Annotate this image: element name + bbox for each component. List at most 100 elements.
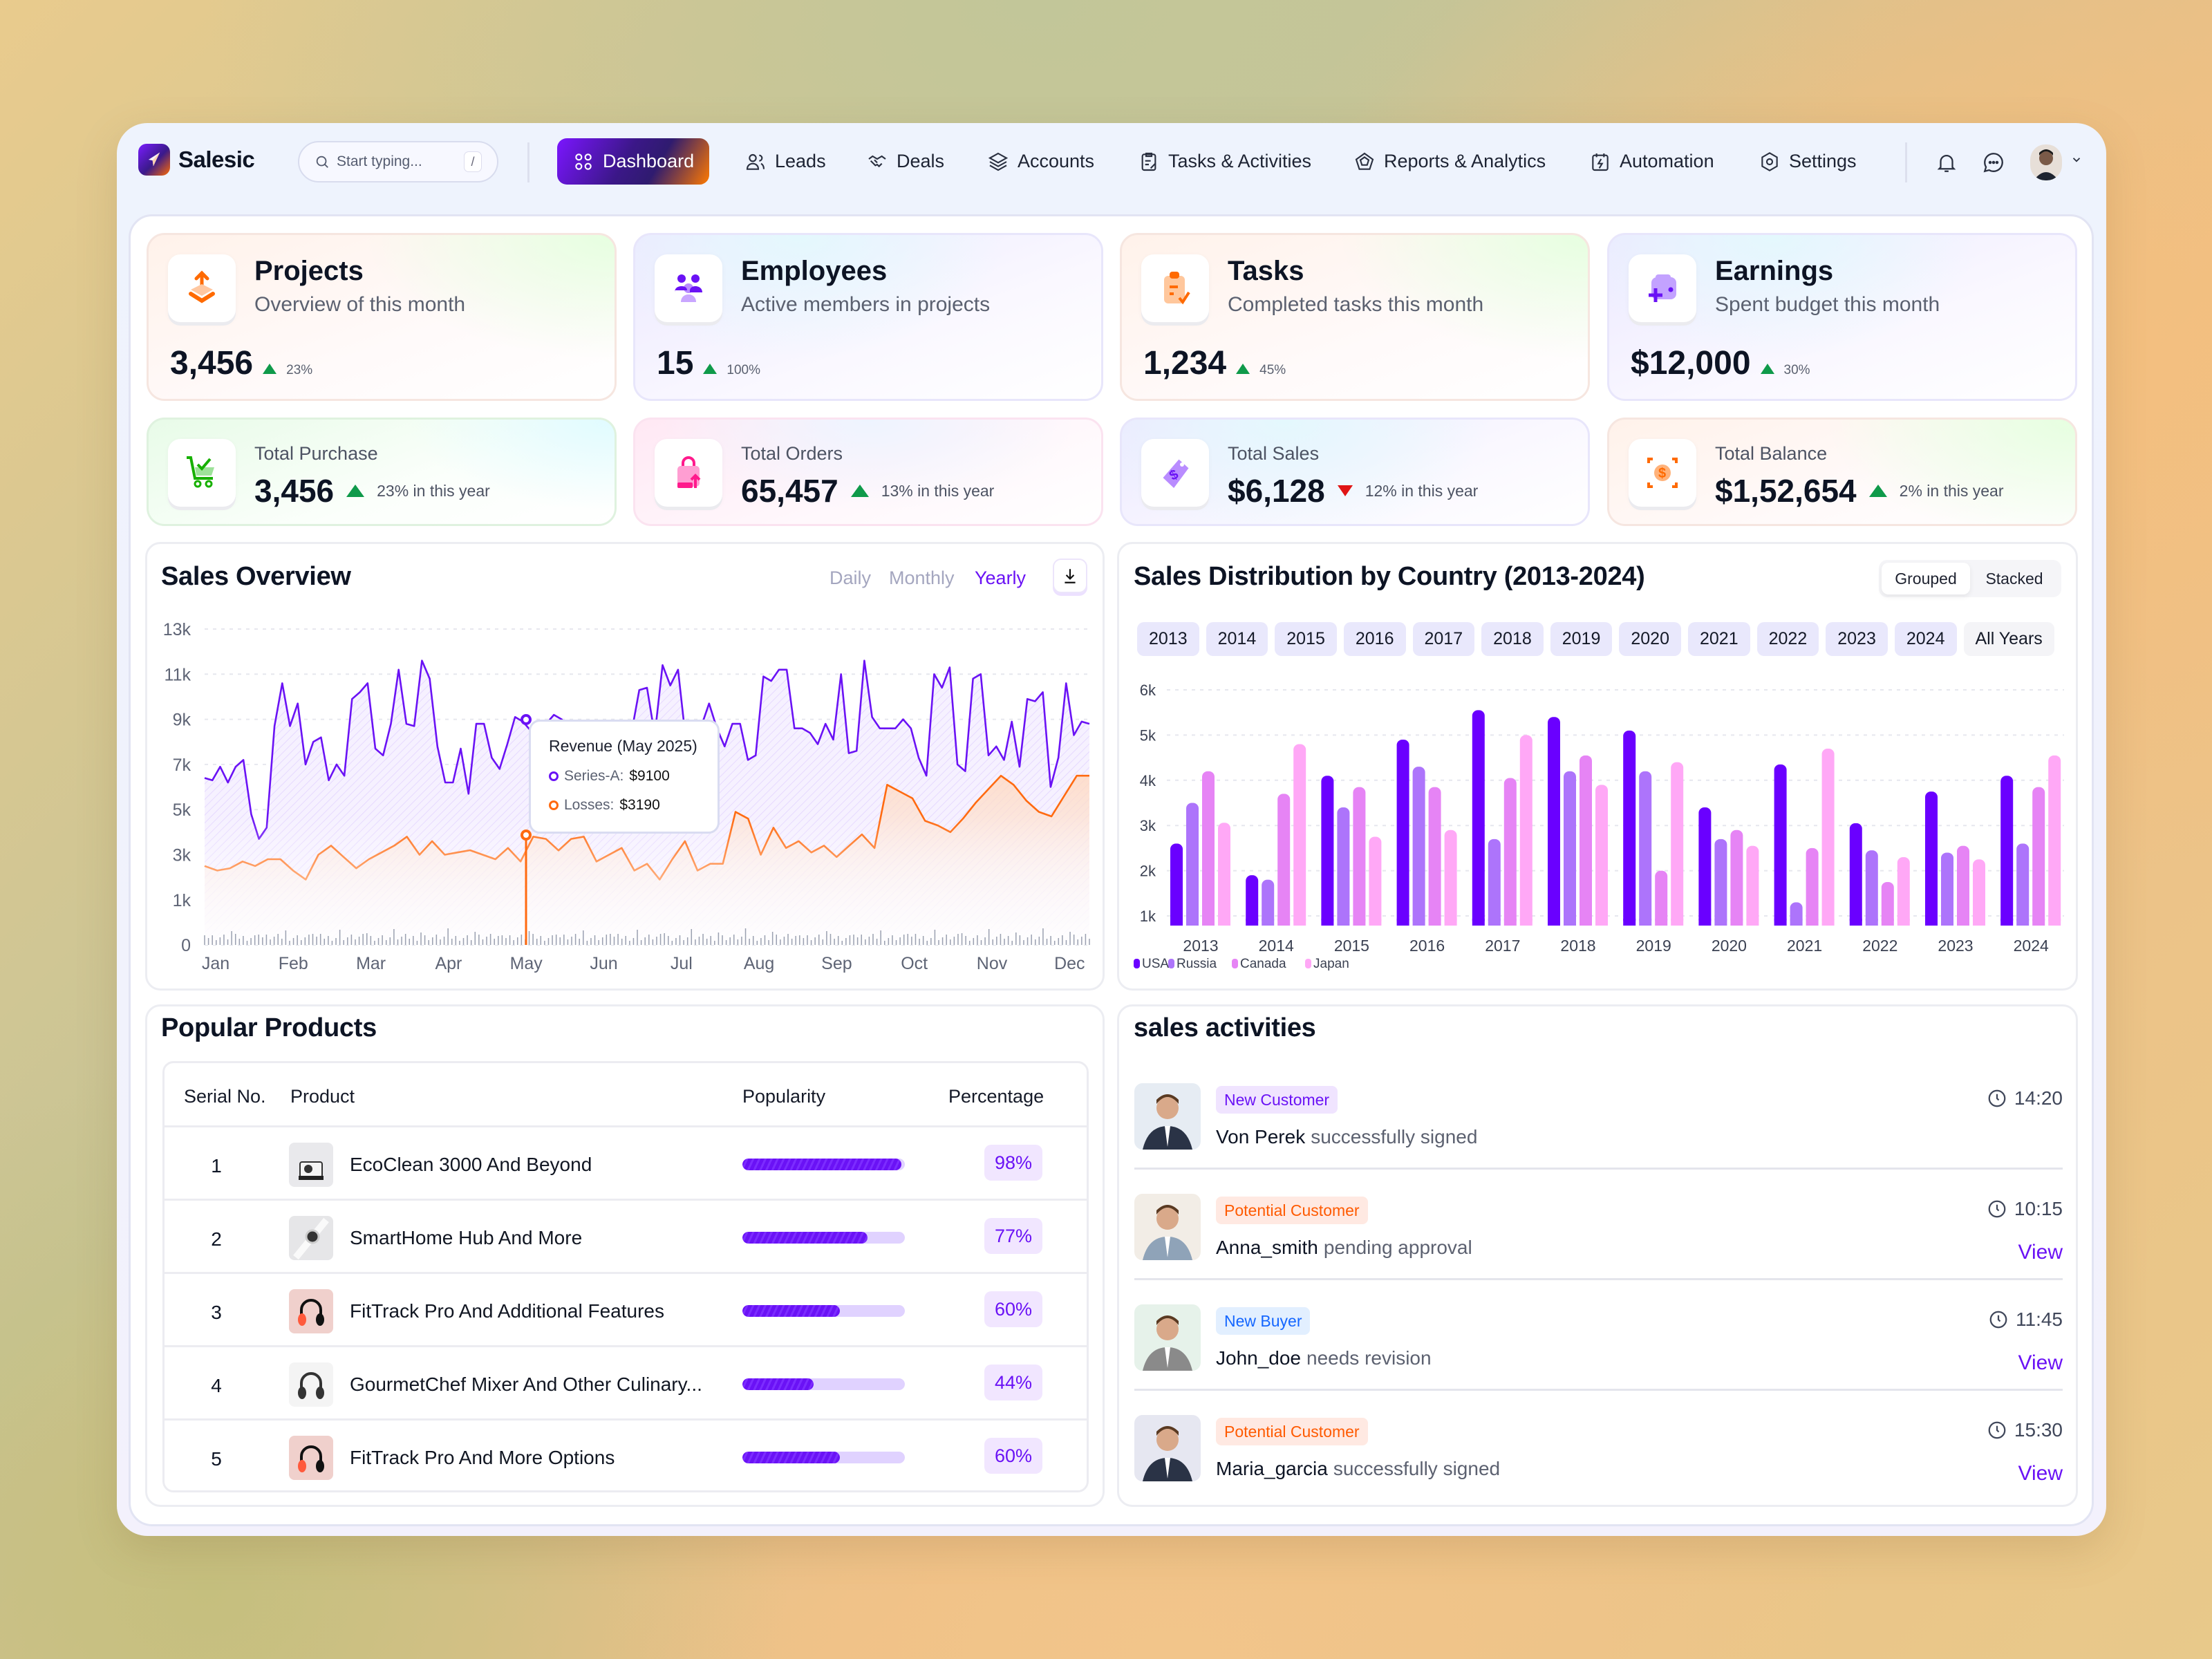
bar-canada-2021[interactable] [1806, 847, 1819, 926]
activity-user-name[interactable]: Anna_smith [1216, 1237, 1318, 1258]
bell-icon[interactable] [1933, 149, 1960, 176]
year-filter-2015[interactable]: 2015 [1275, 622, 1337, 656]
year-filter-2023[interactable]: 2023 [1826, 622, 1888, 656]
activity-user-name[interactable]: Maria_garcia [1216, 1458, 1328, 1479]
bar-canada-2019[interactable] [1655, 870, 1668, 926]
product-name[interactable]: GourmetChef Mixer And Other Culinary... [350, 1374, 702, 1395]
chat-icon[interactable] [1980, 149, 2007, 176]
stat-card-total-balance[interactable]: $ Total Balance $1,52,654 2% in this year [1607, 418, 2077, 526]
period-monthly[interactable]: Monthly [889, 568, 955, 588]
logo[interactable]: Salesic [138, 144, 255, 176]
bar-canada-2020[interactable] [1730, 830, 1743, 926]
bar-japan-2023[interactable] [1973, 859, 1985, 926]
table-row[interactable]: 2 SmartHome Hub And More 77% [165, 1199, 1087, 1273]
stat-card-total-sales[interactable]: $ Total Sales $6,128 12% in this year [1120, 418, 1590, 526]
year-filter-2022[interactable]: 2022 [1756, 622, 1819, 656]
year-filter-2016[interactable]: 2016 [1343, 622, 1406, 656]
chevron-down-icon[interactable] [2070, 153, 2083, 169]
nav-item-settings[interactable]: Settings [1743, 138, 1872, 185]
bar-usa-2021[interactable] [1774, 764, 1787, 926]
bar-russia-2015[interactable] [1337, 807, 1350, 926]
bar-japan-2022[interactable] [1897, 856, 1910, 926]
bar-usa-2022[interactable] [1849, 823, 1862, 926]
bar-canada-2013[interactable] [1202, 771, 1215, 926]
bar-usa-2019[interactable] [1623, 730, 1636, 926]
bar-canada-2015[interactable] [1353, 787, 1366, 926]
table-row[interactable]: 4 GourmetChef Mixer And Other Culinary...… [165, 1345, 1087, 1420]
bar-usa-2014[interactable] [1246, 875, 1259, 926]
year-filter-2013[interactable]: 2013 [1137, 622, 1199, 656]
bar-canada-2014[interactable] [1277, 794, 1291, 926]
search-input[interactable]: Start typing... / [298, 141, 498, 182]
product-name[interactable]: SmartHome Hub And More [350, 1227, 583, 1248]
bar-japan-2019[interactable] [1671, 762, 1684, 926]
bar-usa-2020[interactable] [1698, 807, 1712, 926]
bar-usa-2016[interactable] [1396, 739, 1409, 926]
mode-stacked-button[interactable]: Stacked [1985, 569, 2043, 588]
summary-card-tasks[interactable]: Tasks Completed tasks this month 1,234 45% [1120, 233, 1590, 401]
stat-card-total-orders[interactable]: Total Orders 65,457 13% in this year [633, 418, 1103, 526]
product-name[interactable]: FitTrack Pro And More Options [350, 1447, 615, 1468]
table-row[interactable]: 1 EcoClean 3000 And Beyond 98% [165, 1125, 1087, 1200]
year-filter-2024[interactable]: 2024 [1894, 622, 1957, 656]
bar-usa-2015[interactable] [1321, 776, 1334, 926]
table-row[interactable]: 5 FitTrack Pro And More Options 60% [165, 1418, 1087, 1490]
table-row[interactable]: 3 FitTrack Pro And Additional Features 60% [165, 1272, 1087, 1347]
losses-point[interactable] [521, 830, 532, 841]
download-button[interactable] [1053, 559, 1087, 593]
summary-card-employees[interactable]: Employees Active members in projects 15 100… [633, 233, 1103, 401]
bar-russia-2016[interactable] [1412, 767, 1425, 926]
bar-russia-2017[interactable] [1488, 838, 1501, 926]
year-filter-2018[interactable]: 2018 [1481, 622, 1544, 656]
bar-japan-2013[interactable] [1218, 823, 1230, 926]
bar-russia-2018[interactable] [1564, 771, 1576, 926]
bar-usa-2013[interactable] [1170, 843, 1183, 926]
nav-item-deals[interactable]: Deals [851, 138, 959, 185]
bar-japan-2014[interactable] [1293, 744, 1306, 926]
mode-grouped-button[interactable]: Grouped [1882, 563, 1970, 594]
bar-canada-2022[interactable] [1881, 881, 1894, 926]
nav-item-leads[interactable]: Leads [729, 138, 841, 185]
nav-item-tasks-activities[interactable]: Tasks & Activities [1123, 138, 1327, 185]
bar-japan-2017[interactable] [1519, 735, 1533, 926]
view-link[interactable]: View [2018, 1462, 2063, 1485]
bar-japan-2018[interactable] [1595, 785, 1608, 926]
year-filter-2014[interactable]: 2014 [1206, 622, 1268, 656]
bar-japan-2024[interactable] [2048, 755, 2061, 926]
view-link[interactable]: View [2018, 1351, 2063, 1374]
bar-russia-2024[interactable] [2016, 843, 2030, 926]
nav-item-dashboard[interactable]: Dashboard [557, 138, 710, 185]
bar-russia-2014[interactable] [1262, 879, 1275, 926]
year-filter-2020[interactable]: 2020 [1619, 622, 1681, 656]
bar-russia-2020[interactable] [1714, 838, 1727, 926]
bar-usa-2024[interactable] [2000, 776, 2014, 926]
summary-card-earnings[interactable]: Earnings Spent budget this month $12,000 30… [1607, 233, 2077, 401]
bar-canada-2016[interactable] [1428, 787, 1441, 926]
year-filter-2021[interactable]: 2021 [1688, 622, 1750, 656]
series-a-line[interactable] [204, 659, 1090, 840]
bar-canada-2018[interactable] [1580, 755, 1592, 926]
year-filter-all-years[interactable]: All Years [1963, 622, 2054, 656]
summary-card-projects[interactable]: Projects Overview of this month 3,456 23% [147, 233, 617, 401]
period-daily[interactable]: Daily [830, 568, 872, 588]
year-filter-2017[interactable]: 2017 [1412, 622, 1475, 656]
view-link[interactable]: View [2018, 1241, 2063, 1264]
bar-japan-2021[interactable] [1821, 749, 1835, 926]
period-yearly[interactable]: Yearly [975, 568, 1027, 588]
bar-usa-2023[interactable] [1925, 791, 1938, 926]
bar-canada-2024[interactable] [2032, 787, 2045, 926]
bar-russia-2023[interactable] [1941, 852, 1953, 926]
stat-card-total-purchase[interactable]: Total Purchase 3,456 23% in this year [147, 418, 617, 526]
nav-item-accounts[interactable]: Accounts [972, 138, 1109, 185]
product-name[interactable]: FitTrack Pro And Additional Features [350, 1300, 664, 1322]
nav-item-reports-analytics[interactable]: Reports & Analytics [1338, 138, 1561, 185]
bar-russia-2013[interactable] [1186, 803, 1199, 926]
bar-usa-2017[interactable] [1472, 710, 1485, 926]
bar-usa-2018[interactable] [1548, 717, 1560, 926]
bar-japan-2016[interactable] [1444, 830, 1457, 926]
activity-user-name[interactable]: John_doe [1216, 1347, 1302, 1369]
bar-russia-2022[interactable] [1865, 850, 1878, 926]
series-a-point[interactable] [521, 714, 532, 725]
user-avatar[interactable] [2030, 144, 2062, 180]
bar-japan-2020[interactable] [1746, 845, 1759, 926]
